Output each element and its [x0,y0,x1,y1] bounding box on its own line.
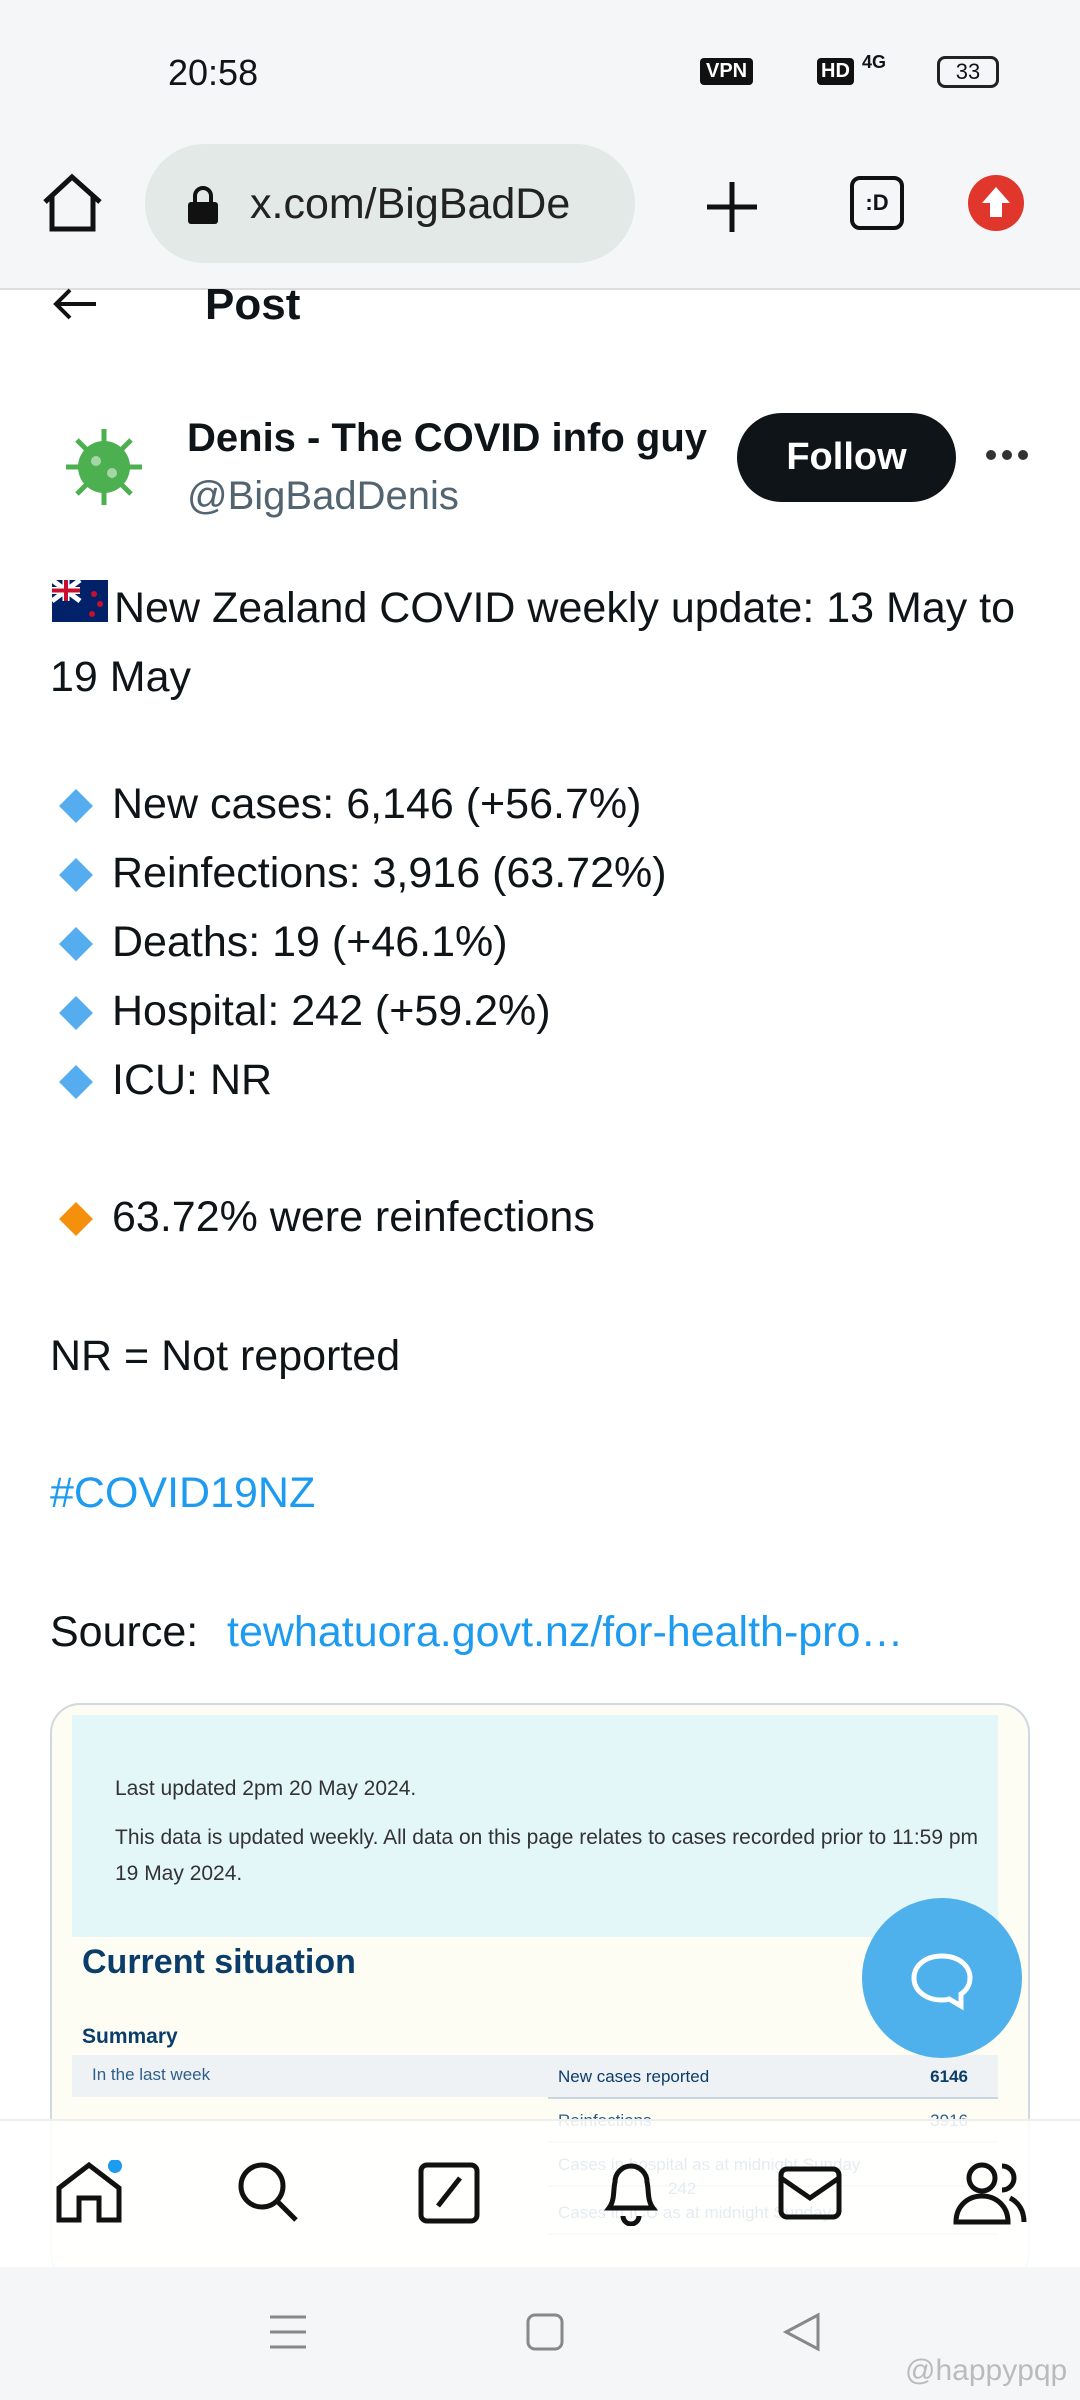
watermark: @happypqp [905,2354,1068,2387]
more-button[interactable] [985,448,1029,462]
period: In the last week [92,2065,211,2084]
source-link[interactable]: tewhatuora.govt.nz/for-health-pro… [227,1608,904,1656]
chat-fab[interactable] [862,1898,1022,2058]
bullet: ICU: NR [112,1056,273,1104]
network: 4G [862,52,887,72]
back-button[interactable] [52,287,98,321]
diamond [59,1065,93,1099]
diamond [59,927,93,961]
nav-notifications[interactable] [599,2160,663,2226]
new-tab[interactable] [705,180,759,234]
nav-home[interactable] [55,2160,123,2224]
nav-search[interactable] [236,2160,300,2224]
bullet: Reinfections: 3,916 (63.72%) [112,849,667,897]
embed-heading: Current situation [82,1943,356,1981]
note: NR = Not reported [50,1332,401,1380]
hashtag[interactable]: #COVID19NZ [50,1469,316,1517]
page-title: Post [205,280,301,329]
url-bar[interactable] [145,144,635,263]
menu-key[interactable] [268,2314,308,2350]
url: x.com/BigBadDe [250,180,571,228]
follow-button[interactable]: Follow [737,413,956,502]
time: 20:58 [168,52,259,93]
table-row: New cases reported 6146 [548,2055,998,2099]
avatar[interactable] [58,421,150,513]
diamond [59,789,93,823]
diamond [59,858,93,892]
updated: Last updated 2pm 20 May 2024. [115,1777,417,1800]
bullet: New cases: 6,146 (+56.7%) [112,780,642,828]
highlight: 63.72% were reinfections [112,1193,595,1241]
row-value: 6146 [930,2067,968,2086]
nz-flag [52,580,108,622]
bullet: Hospital: 242 (+59.2%) [112,987,551,1035]
source-label: Source: [50,1608,199,1656]
nav-grok[interactable] [418,2162,480,2224]
update-button[interactable] [968,175,1024,231]
diamond [59,1202,93,1236]
info-box [72,1715,998,1937]
lock-icon [188,186,218,224]
post-intro: New Zealand COVID weekly update: 13 May … [50,584,1016,701]
period-band [72,2055,998,2097]
vpn: VPN [700,58,754,85]
divider [0,288,1080,290]
tabs-button[interactable]: :D [850,176,904,230]
bottom-nav [0,2119,1080,2267]
row-label: New cases reported [558,2067,710,2086]
nav-communities[interactable] [952,2160,1028,2226]
embed-subheading: Summary [82,2025,178,2048]
system-nav [0,2267,1080,2400]
home-button[interactable] [40,172,105,234]
back-key[interactable] [782,2312,822,2352]
notice: This data is updated weekly. All data on… [115,1826,979,1885]
hd: HD [817,58,854,85]
home-key[interactable] [526,2313,564,2351]
battery: 33 [937,56,999,88]
author-handle[interactable]: @BigBadDenis [187,474,459,518]
nav-messages[interactable] [778,2166,842,2220]
diamond [59,996,93,1030]
author-name[interactable]: Denis - The COVID info guy [187,416,708,460]
bullet: Deaths: 19 (+46.1%) [112,918,508,966]
